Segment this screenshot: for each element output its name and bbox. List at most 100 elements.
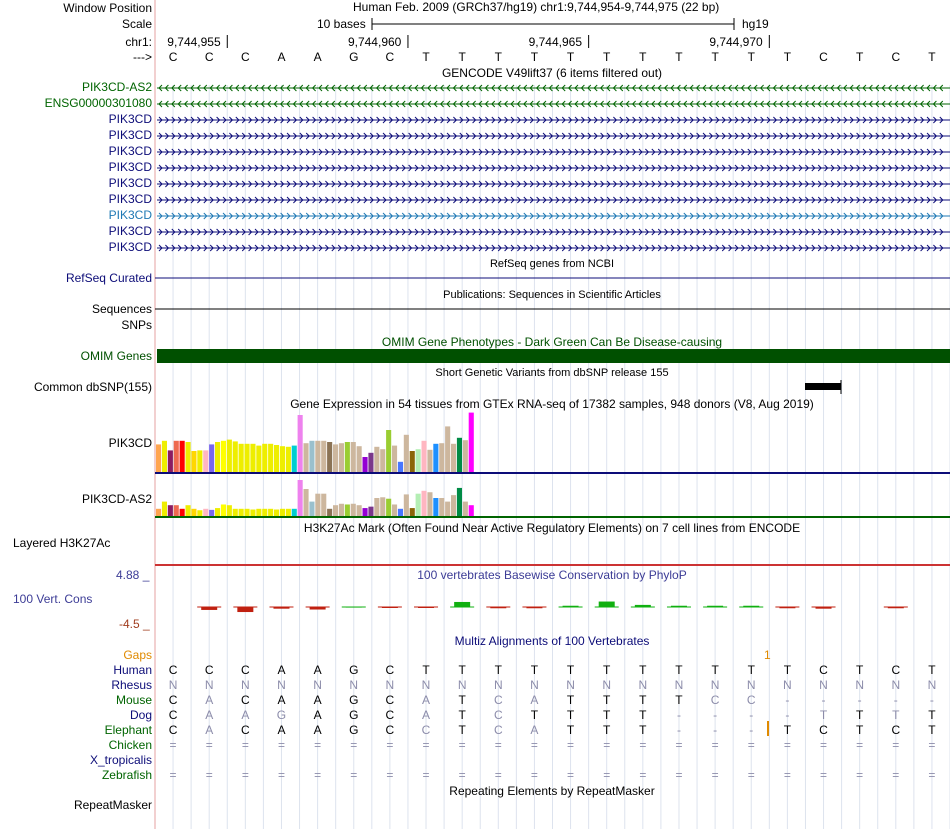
scale-bar-text: 10 bases (317, 17, 366, 31)
gencode-transcript-label[interactable]: PIK3CD (108, 224, 152, 238)
strand-chevron (798, 244, 803, 252)
strand-chevron (645, 228, 650, 236)
gencode-transcript-label[interactable]: PIK3CD (108, 176, 152, 190)
strand-chevron (901, 164, 906, 172)
strand-chevron (721, 164, 726, 172)
strand-chevron (837, 228, 842, 236)
strand-chevron (881, 196, 886, 204)
strand-chevron (337, 116, 342, 124)
aligned-base: = (783, 768, 791, 782)
species-label[interactable]: Elephant (104, 723, 152, 737)
aligned-base: = (567, 768, 575, 782)
gtex-bar (362, 457, 368, 472)
gtex-bar (386, 430, 392, 472)
dbsnp-track-label[interactable]: Common dbSNP(155) (33, 380, 152, 394)
phylop-track-label[interactable]: 100 Vert. Cons (13, 592, 93, 606)
strand-chevron (177, 100, 182, 108)
strand-chevron (491, 164, 496, 172)
aligned-base: = (639, 738, 647, 752)
strand-chevron (913, 228, 918, 236)
strand-chevron (497, 100, 502, 108)
strand-chevron (881, 100, 886, 108)
strand-chevron (472, 180, 477, 188)
species-label[interactable]: Mouse (115, 693, 152, 707)
strand-chevron (926, 100, 931, 108)
species-label[interactable]: Chicken (108, 738, 152, 752)
strand-chevron (267, 212, 272, 220)
gtex-gene-label-pik3cd[interactable]: PIK3CD (108, 436, 152, 450)
gencode-transcript-label[interactable]: ENSG00000301080 (44, 96, 152, 110)
species-label[interactable]: Human (113, 663, 152, 677)
h3k27ac-track-label[interactable]: Layered H3K27Ac (13, 536, 111, 550)
strand-chevron (715, 116, 720, 124)
strand-chevron (632, 132, 637, 140)
gencode-transcript-label[interactable]: PIK3CD (108, 240, 152, 254)
strand-chevron (395, 84, 400, 92)
strand-chevron (766, 212, 771, 220)
strand-chevron (587, 84, 592, 92)
strand-chevron (933, 148, 938, 156)
repeatmasker-track-label[interactable]: RepeatMasker (73, 798, 152, 812)
strand-chevron (567, 100, 572, 108)
strand-chevron (651, 180, 656, 188)
omim-track-label[interactable]: OMIM Genes (80, 349, 152, 363)
species-label[interactable]: Zebrafish (101, 768, 152, 782)
gtex-bar (285, 446, 291, 472)
strand-chevron (670, 180, 675, 188)
strand-chevron (747, 244, 752, 252)
aligned-base: = (422, 768, 430, 782)
strand-chevron (331, 100, 336, 108)
gencode-transcript-label[interactable]: PIK3CD (108, 208, 152, 222)
strand-chevron (357, 180, 362, 188)
gencode-transcript-label[interactable]: PIK3CD (108, 144, 152, 158)
strand-chevron (427, 180, 432, 188)
gencode-transcript-label[interactable]: PIK3CD (108, 160, 152, 174)
strand-chevron (760, 180, 765, 188)
strand-chevron (197, 212, 202, 220)
strand-chevron (229, 116, 234, 124)
gtex-bar (179, 440, 185, 472)
strand-chevron (503, 84, 508, 92)
snps-group-label: SNPs (121, 318, 152, 332)
strand-chevron (613, 164, 618, 172)
strand-chevron (389, 196, 394, 204)
strand-chevron (587, 228, 592, 236)
publications-track-label[interactable]: Sequences (91, 302, 152, 316)
refseq-track-label[interactable]: RefSeq Curated (65, 271, 152, 285)
aligned-base: = (892, 738, 900, 752)
strand-chevron (657, 148, 662, 156)
strand-chevron (305, 196, 310, 204)
base-letter: C (819, 50, 828, 64)
strand-chevron (331, 132, 336, 140)
aligned-base: A (313, 723, 322, 737)
strand-chevron (247, 100, 252, 108)
strand-chevron (389, 244, 394, 252)
aligned-base: = (386, 768, 394, 782)
gencode-transcript-label[interactable]: PIK3CD (108, 128, 152, 142)
gencode-transcript-label[interactable]: PIK3CD (108, 192, 152, 206)
aligned-base: T (458, 708, 466, 722)
gencode-transcript-label[interactable]: PIK3CD-AS2 (81, 80, 152, 94)
gtex-bar (220, 504, 226, 516)
strand-chevron (497, 164, 502, 172)
strand-chevron (792, 212, 797, 220)
strand-chevron (830, 100, 835, 108)
strand-chevron (241, 228, 246, 236)
strand-chevron (164, 84, 169, 92)
base-letter: T (928, 50, 936, 64)
species-label[interactable]: Rhesus (111, 678, 152, 692)
gencode-transcript-label[interactable]: PIK3CD (108, 112, 152, 126)
strand-chevron (485, 164, 490, 172)
species-label[interactable]: Dog (129, 708, 152, 722)
strand-chevron (190, 164, 195, 172)
gtex-gene-label-pik3cd-as2[interactable]: PIK3CD-AS2 (81, 492, 152, 506)
species-label[interactable]: X_tropicalis (89, 753, 152, 767)
strand-chevron (913, 164, 918, 172)
strand-chevron (267, 196, 272, 204)
strand-chevron (325, 196, 330, 204)
strand-chevron (715, 212, 720, 220)
strand-chevron (439, 84, 444, 92)
gtex-bar (156, 444, 162, 472)
strand-chevron (555, 132, 560, 140)
